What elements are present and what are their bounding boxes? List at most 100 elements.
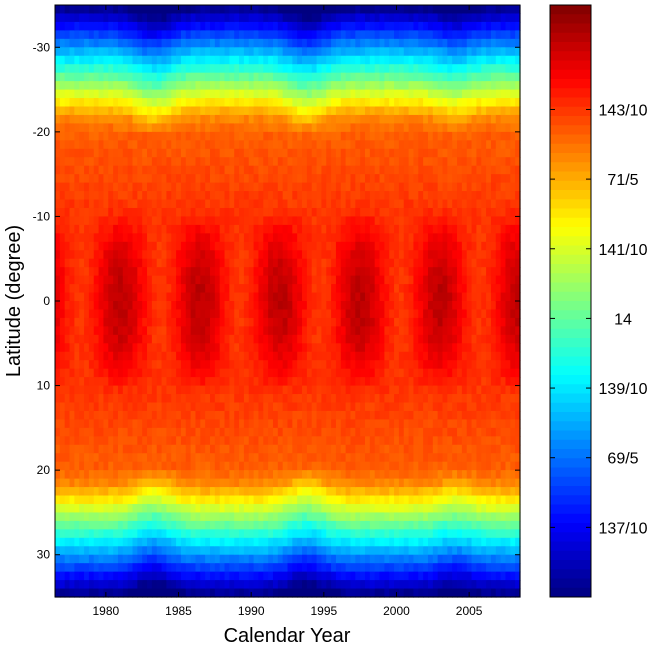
heatmap-cell (224, 309, 230, 319)
heatmap-cell (384, 461, 390, 471)
heatmap-cell (394, 182, 400, 192)
heatmap-cell (98, 123, 105, 133)
heatmap-cell (113, 47, 119, 57)
heatmap-cell (365, 385, 371, 395)
heatmap-cell (205, 309, 211, 319)
heatmap-cell (219, 47, 226, 57)
heatmap-cell (93, 309, 100, 319)
heatmap-cell (185, 250, 192, 260)
heatmap-cell (321, 98, 327, 108)
heatmap-cell (93, 81, 100, 91)
heatmap-cell (243, 267, 250, 277)
heatmap-cell (166, 571, 172, 581)
heatmap-cell (326, 72, 332, 82)
heatmap-cell (292, 13, 298, 23)
heatmap-cell (287, 343, 293, 353)
heatmap-cell (331, 520, 337, 530)
heatmap-cell (79, 385, 85, 395)
heatmap-cell (277, 537, 284, 547)
heatmap-cell (365, 563, 371, 573)
heatmap-cell (277, 106, 284, 116)
heatmap-cell (394, 131, 400, 141)
heatmap-cell (306, 182, 313, 192)
heatmap-cell (147, 326, 153, 336)
heatmap-cell (331, 81, 337, 91)
heatmap-cell (365, 410, 371, 420)
heatmap-cell (161, 529, 167, 539)
heatmap-cell (268, 21, 274, 31)
heatmap-cell (147, 427, 153, 437)
heatmap-cell (282, 495, 289, 505)
heatmap-cell (55, 580, 61, 590)
heatmap-cell (132, 207, 138, 218)
heatmap-cell (127, 233, 134, 243)
heatmap-cell (292, 529, 298, 539)
heatmap-cell (200, 402, 206, 412)
heatmap-cell (113, 199, 119, 209)
heatmap-cell (214, 419, 221, 429)
heatmap-cell (185, 436, 192, 446)
heatmap-cell (132, 182, 138, 192)
heatmap-cell (147, 309, 153, 319)
heatmap-cell (210, 351, 216, 361)
heatmap-cell (306, 224, 313, 234)
heatmap-cell (369, 233, 376, 243)
heatmap-cell (108, 174, 114, 184)
heatmap-cell (263, 106, 269, 116)
heatmap-cell (224, 503, 230, 514)
heatmap-cell (88, 174, 95, 184)
heatmap-cell (224, 106, 230, 116)
heatmap-cell (127, 38, 134, 48)
heatmap-cell (79, 123, 85, 133)
heatmap-cell (239, 427, 245, 437)
heatmap-cell (93, 38, 100, 48)
heatmap-cell (180, 537, 187, 547)
heatmap-cell (389, 444, 395, 454)
heatmap-cell (248, 55, 255, 65)
heatmap-cell (200, 21, 206, 31)
heatmap-cell (311, 72, 318, 82)
heatmap-cell (55, 546, 61, 556)
heatmap-cell (205, 250, 211, 260)
heatmap-cell (69, 419, 75, 429)
heatmap-cell (93, 368, 100, 378)
heatmap-cell (379, 580, 385, 590)
heatmap-cell (74, 267, 80, 277)
heatmap-cell (365, 529, 371, 539)
heatmap-cell (214, 292, 221, 302)
heatmap-cell (84, 402, 90, 412)
heatmap-cell (142, 546, 148, 556)
heatmap-cell (234, 123, 240, 133)
heatmap-cell (369, 495, 376, 505)
heatmap-cell (248, 343, 255, 353)
heatmap-cell (379, 351, 385, 361)
heatmap-cell (79, 174, 85, 184)
heatmap-cell (384, 81, 390, 91)
heatmap-cell (132, 267, 138, 277)
heatmap-cell (156, 360, 163, 370)
heatmap-cell (117, 47, 124, 57)
heatmap-cell (59, 241, 66, 251)
heatmap-cell (132, 554, 138, 564)
heatmap-cell (142, 207, 148, 218)
heatmap-cell (229, 233, 235, 243)
heatmap-cell (384, 385, 390, 395)
heatmap-cell (224, 436, 230, 446)
heatmap-cell (263, 461, 269, 471)
heatmap-cell (340, 157, 347, 167)
heatmap-cell (151, 512, 158, 522)
heatmap-cell (108, 554, 114, 564)
heatmap-cell (210, 284, 216, 294)
heatmap-cell (297, 495, 303, 505)
heatmap-cell (219, 512, 226, 522)
heatmap-cell (253, 571, 260, 581)
heatmap-cell (113, 377, 119, 387)
heatmap-cell (229, 537, 235, 547)
heatmap-cell (326, 410, 332, 420)
heatmap-cell (345, 284, 352, 294)
heatmap-cell (176, 368, 182, 378)
heatmap-cell (369, 64, 376, 74)
heatmap-cell (239, 410, 245, 420)
heatmap-cell (394, 410, 400, 420)
heatmap-cell (84, 21, 90, 31)
